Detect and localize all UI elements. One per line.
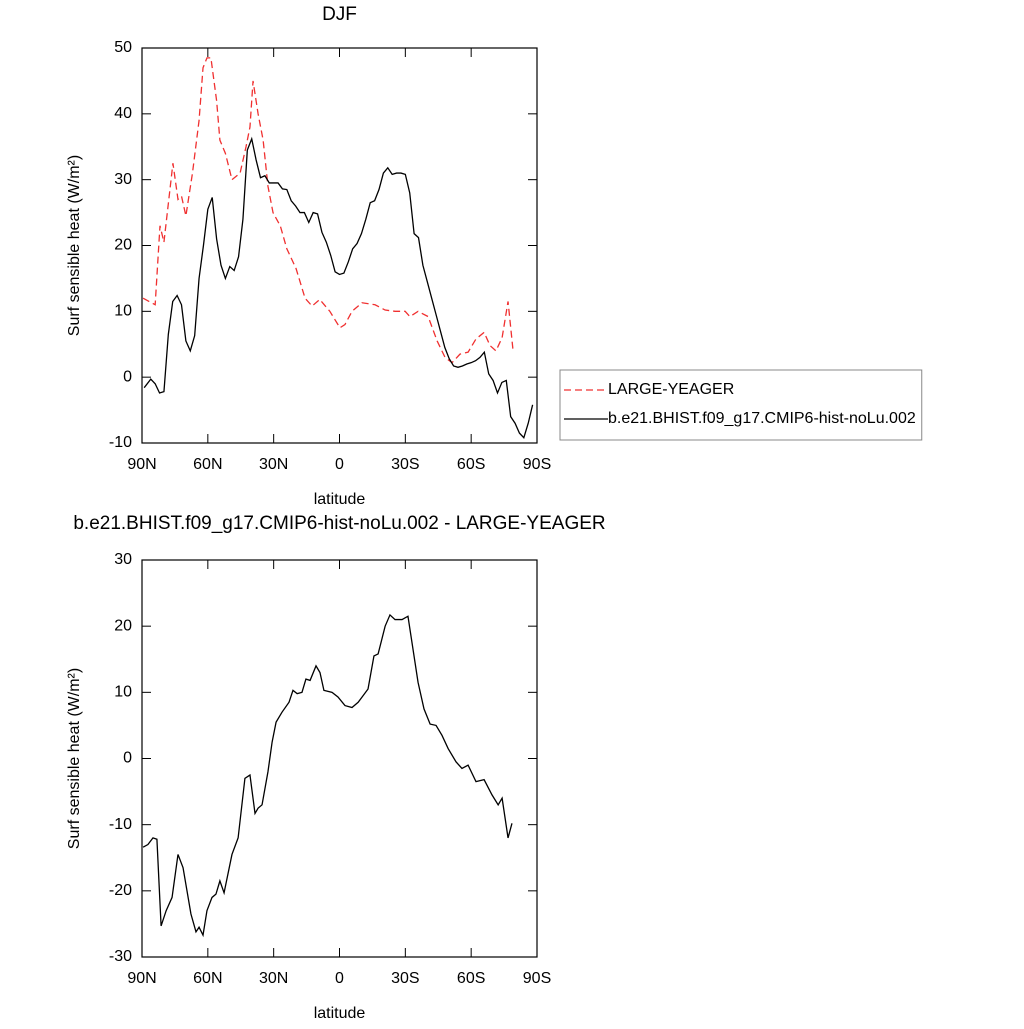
- y-tick-label: 30: [114, 171, 132, 188]
- x-axis-label: latitude: [314, 1005, 366, 1022]
- chart-title: DJF: [322, 4, 357, 25]
- y-tick-label: 50: [114, 39, 132, 56]
- y-tick-label: -10: [109, 434, 132, 451]
- x-tick-label: 30N: [259, 970, 288, 987]
- x-tick-label: 60S: [457, 456, 485, 473]
- y-tick-label: 40: [114, 105, 132, 122]
- x-tick-label: 90N: [127, 970, 156, 987]
- y-tick-label: 0: [123, 750, 132, 767]
- y-axis-label: Surf sensible heat (W/m²): [66, 668, 83, 849]
- y-tick-label: -20: [109, 882, 132, 899]
- x-tick-label: 30S: [391, 456, 419, 473]
- y-tick-label: 20: [114, 237, 132, 254]
- x-tick-label: 90S: [523, 456, 551, 473]
- y-tick-label: 0: [123, 368, 132, 385]
- x-tick-label: 30S: [391, 970, 419, 987]
- y-axis-label: Surf sensible heat (W/m²): [66, 155, 83, 336]
- y-tick-label: 10: [114, 303, 132, 320]
- x-tick-label: 0: [335, 970, 344, 987]
- x-tick-label: 60N: [193, 970, 222, 987]
- legend-label: LARGE-YEAGER: [608, 381, 734, 398]
- y-tick-label: 20: [114, 617, 132, 634]
- data-line: [143, 136, 534, 439]
- data-line: [142, 613, 513, 938]
- legend-label: b.e21.BHIST.f09_g17.CMIP6-hist-noLu.002: [608, 410, 916, 427]
- x-tick-label: 0: [335, 456, 344, 473]
- x-tick-label: 90N: [127, 456, 156, 473]
- legend: LARGE-YEAGER b.e21.BHIST.f09_g17.CMIP6-hi…: [559, 369, 923, 441]
- x-tick-label: 30N: [259, 456, 288, 473]
- plot-frame: [141, 559, 538, 958]
- x-tick-label: 60S: [457, 970, 485, 987]
- legend-box: [559, 369, 923, 441]
- y-tick-label: -10: [109, 816, 132, 833]
- plot-frame: [141, 47, 538, 444]
- y-tick-label: 10: [114, 684, 132, 701]
- x-axis-label: latitude: [314, 491, 366, 508]
- y-tick-label: -30: [109, 948, 132, 965]
- y-tick-label: 30: [114, 551, 132, 568]
- x-tick-label: 90S: [523, 970, 551, 987]
- x-tick-label: 60N: [193, 456, 222, 473]
- chart-title: b.e21.BHIST.f09_g17.CMIP6-hist-noLu.002 …: [73, 513, 605, 534]
- data-line: [142, 57, 514, 364]
